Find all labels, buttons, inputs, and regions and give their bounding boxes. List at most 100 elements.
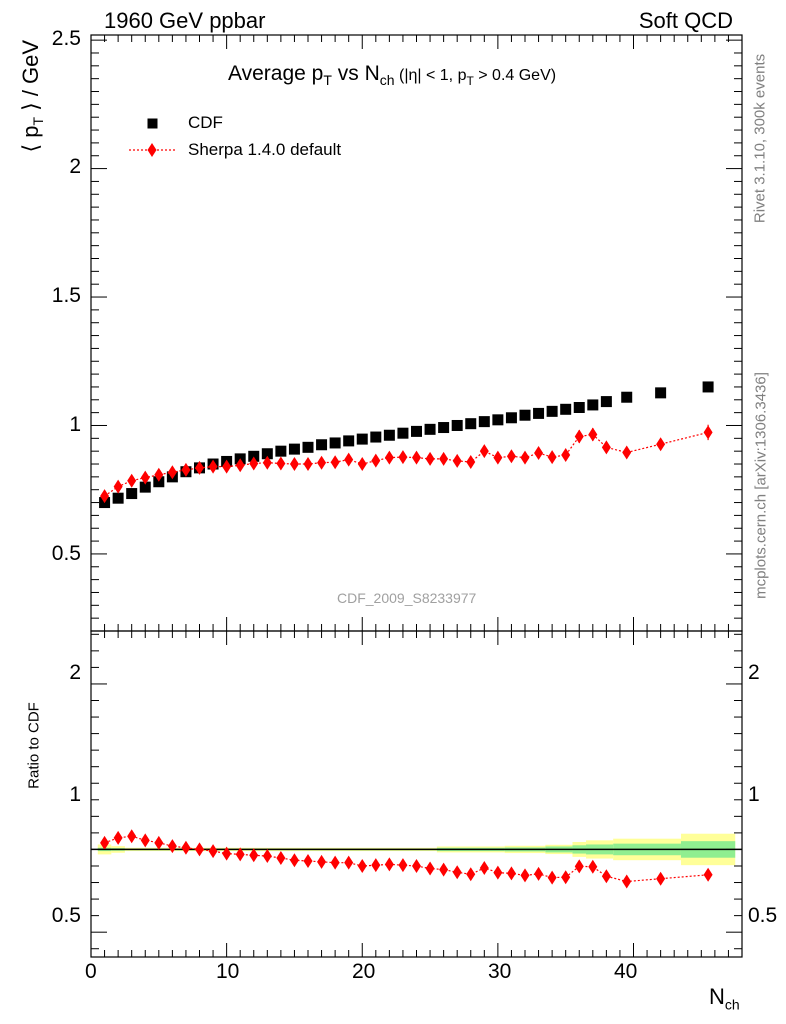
- rivet-info: Rivet 3.1.10, 300k events: [751, 53, 769, 224]
- ratio-sherpa-point: [303, 854, 313, 869]
- sherpa-point: [195, 460, 204, 475]
- sherpa-point: [357, 457, 367, 472]
- sherpa-point: [208, 459, 218, 474]
- sherpa-point: [330, 455, 340, 470]
- cdf-point: [505, 412, 517, 424]
- ratio-sherpa-point: [398, 858, 408, 873]
- main-ytick-label: 2.5: [51, 27, 81, 50]
- cdf-point: [343, 435, 355, 447]
- plot-title: Average pT vs Nch (|η| < 1, pT > 0.4 GeV…: [228, 62, 556, 88]
- cdf-point: [546, 405, 558, 417]
- cdf-point: [356, 433, 368, 445]
- ratio-ytick-label-right: 1: [748, 783, 760, 806]
- sherpa-point: [574, 429, 584, 444]
- ratio-y-axis-label: Ratio to CDF: [25, 702, 43, 789]
- ratio-sherpa-point: [222, 846, 232, 861]
- x-axis-label: Nch: [709, 984, 740, 1012]
- ratio-sherpa-point: [289, 853, 299, 868]
- legend-sherpa-marker: [147, 143, 157, 157]
- ratio-sherpa-point: [622, 874, 632, 889]
- legend-cdf-marker: [147, 118, 158, 129]
- ratio-sherpa-point: [466, 867, 476, 882]
- xlabel-sub: ch: [724, 996, 740, 1013]
- ratio-sherpa-point: [656, 871, 666, 886]
- ratio-ytick-label-right: 2: [748, 661, 760, 684]
- cdf-point: [465, 418, 477, 430]
- ratio-sherpa-point: [520, 868, 530, 883]
- legend-label-sherpa: Sherpa 1.4.0 default: [188, 140, 342, 159]
- ratio-sherpa-point: [493, 865, 503, 880]
- ratio-sherpa-point: [547, 870, 557, 885]
- ratio-sherpa-point: [113, 830, 123, 845]
- ratio-sherpa-point: [181, 840, 191, 855]
- cdf-point: [275, 445, 287, 457]
- header-left: 1960 GeV ppbar: [104, 8, 266, 33]
- cdf-point: [478, 416, 490, 428]
- title-sub-c: T: [466, 74, 474, 89]
- ratio-frame: [90, 630, 743, 958]
- ratio-sherpa-point: [344, 855, 354, 870]
- ratio-sherpa-point: [262, 849, 272, 864]
- mcplots-info: mcplots.cern.ch [arXiv:1306.3436]: [752, 372, 770, 599]
- ratio-sherpa-point: [703, 867, 713, 882]
- cdf-point: [370, 431, 382, 443]
- ratio-ytick-label: 0.5: [51, 904, 81, 927]
- xtick-label: 0: [85, 960, 97, 983]
- cdf-point: [438, 422, 450, 434]
- cdf-point: [261, 448, 273, 460]
- cdf-point: [702, 381, 714, 393]
- sherpa-point: [601, 440, 611, 455]
- cdf-point: [139, 481, 151, 493]
- cdf-point: [573, 402, 585, 413]
- ratio-sherpa-point: [574, 859, 584, 874]
- cdf-point: [600, 396, 612, 408]
- ratio-sherpa-point: [479, 860, 489, 875]
- sherpa-point: [398, 450, 408, 465]
- ratio-sherpa-point: [127, 829, 137, 844]
- cdf-point: [411, 425, 422, 437]
- ratio-sherpa-point: [588, 859, 598, 874]
- sherpa-point: [384, 450, 394, 465]
- ratio-ytick-label-right: 0.5: [748, 904, 778, 927]
- sherpa-point: [493, 450, 503, 465]
- ylabel-sub: T: [30, 116, 47, 126]
- ratio-ytick-label: 2: [69, 661, 81, 684]
- sherpa-point: [466, 454, 476, 469]
- legend-label-cdf: CDF: [188, 113, 223, 132]
- title-part-d: > 0.4 GeV): [473, 67, 557, 84]
- sherpa-point: [127, 473, 137, 488]
- sherpa-point: [100, 489, 110, 504]
- sherpa-point: [222, 459, 232, 474]
- ratio-sherpa-point: [167, 839, 177, 854]
- cdf-point: [329, 437, 341, 449]
- cdf-point: [533, 407, 545, 419]
- ratio-sherpa-point: [195, 842, 204, 857]
- ratio-sherpa-point: [506, 866, 516, 881]
- ratio-sherpa-point: [371, 858, 381, 873]
- sherpa-point: [140, 470, 150, 485]
- cdf-point: [621, 391, 633, 403]
- cdf-point: [112, 492, 124, 504]
- sherpa-point: [534, 445, 544, 460]
- ratio-sherpa-point: [140, 833, 150, 848]
- sherpa-point: [262, 455, 272, 470]
- ratio-sherpa-point: [412, 858, 421, 873]
- main-series-layer: [99, 381, 714, 509]
- cdf-point: [316, 439, 328, 451]
- ratio-sherpa-point: [208, 844, 218, 859]
- sherpa-point: [656, 437, 666, 452]
- sherpa-point: [622, 445, 632, 460]
- sherpa-point: [289, 457, 299, 472]
- title-part-a: Average p: [228, 62, 324, 85]
- ratio-sherpa-point: [276, 851, 286, 866]
- xtick-label: 20: [352, 960, 376, 983]
- sherpa-point: [303, 457, 313, 472]
- ratio-sherpa-line: [104, 835, 709, 883]
- ratio-sherpa-point: [357, 858, 367, 873]
- cdf-point: [302, 441, 314, 453]
- ratio-sherpa-point: [534, 866, 544, 881]
- xtick-label: 10: [216, 960, 240, 983]
- sherpa-point: [249, 456, 259, 471]
- sherpa-point: [506, 449, 516, 464]
